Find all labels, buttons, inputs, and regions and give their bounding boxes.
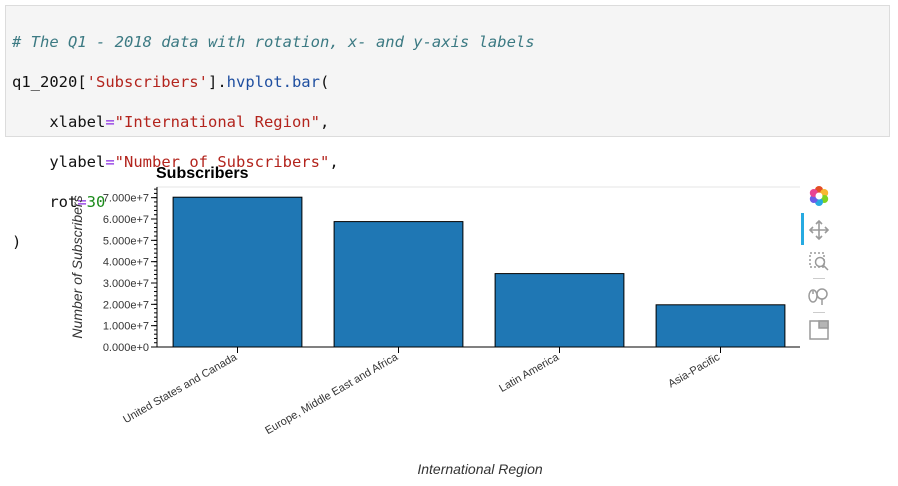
code-ylabel-value: "Number of Subscribers"	[114, 153, 330, 171]
code-comma: ,	[329, 153, 339, 171]
pan-icon[interactable]	[801, 216, 837, 244]
plot-toolbar	[801, 180, 837, 350]
bar[interactable]	[172, 196, 303, 348]
x-tick-label: Latin America	[497, 351, 561, 395]
bar[interactable]	[655, 304, 786, 348]
code-line-rot: rot=30	[12, 192, 889, 212]
code-line-close: )	[12, 232, 889, 252]
code-comment: # The Q1 - 2018 data with rotation, x- a…	[12, 33, 535, 51]
y-tick-label: 4.000e+7	[103, 257, 149, 269]
x-axis-label: International Region	[417, 461, 543, 477]
code-xlabel-value: "International Region"	[114, 113, 320, 131]
code-line-ylabel: ylabel="Number of Subscribers",	[12, 152, 889, 172]
code-line-xlabel: xlabel="International Region",	[12, 112, 889, 132]
code-ylabel-key: ylabel	[49, 153, 106, 171]
code-eq: =	[105, 153, 115, 171]
code-eq: =	[77, 193, 87, 211]
reset-icon[interactable]	[801, 316, 837, 344]
code-key-string: 'Subscribers'	[86, 73, 208, 91]
y-tick-label: 1.000e+7	[103, 321, 149, 333]
toolbar-divider	[813, 312, 825, 313]
bar-chart[interactable]: Subscribers 0.000e+0 1.000e+7 2.000e+7 3.000…	[0, 150, 800, 486]
code-eq: =	[105, 113, 115, 131]
code-line-call: q1_2020['Subscribers'].hvplot.bar(	[12, 72, 889, 92]
code-rot-key: rot	[49, 193, 78, 211]
x-tick-label: Europe, Middle East and Africa	[263, 351, 401, 437]
code-dot: ].	[207, 73, 227, 91]
y-tick-label: 3.000e+7	[103, 278, 149, 290]
y-tick-label: 2.000e+7	[103, 299, 149, 311]
x-tick-label: Asia-Pacific	[666, 351, 722, 390]
code-var: q1_2020[	[12, 73, 87, 91]
y-tick-label: 5.000e+7	[103, 235, 149, 247]
x-tick-label: United States and Canada	[121, 351, 240, 426]
y-tick-label: 6.000e+7	[103, 214, 149, 226]
bokeh-plot[interactable]: Subscribers 0.000e+0 1.000e+7 2.000e+7 3.000…	[0, 150, 898, 486]
code-xlabel-key: xlabel	[49, 113, 106, 131]
y-tick-label: 0.000e+0	[103, 342, 149, 354]
code-comma: ,	[319, 113, 330, 131]
active-tool-indicator	[801, 213, 804, 245]
toolbar-divider	[813, 278, 825, 279]
code-method: hvplot.bar	[226, 73, 320, 91]
y-axis-label: Number of Subscribers	[69, 195, 85, 338]
code-line-comment: # The Q1 - 2018 data with rotation, x- a…	[12, 32, 889, 52]
code-cell[interactable]: # The Q1 - 2018 data with rotation, x- a…	[5, 5, 890, 251]
bar[interactable]	[494, 273, 625, 348]
wheel-zoom-icon[interactable]	[801, 282, 837, 310]
chart-title: Subscribers	[156, 165, 249, 182]
code-rot-value: 30	[86, 193, 106, 211]
bar[interactable]	[333, 221, 464, 348]
box-zoom-icon[interactable]	[801, 248, 837, 276]
code-open-paren: (	[319, 73, 330, 91]
code-close-paren: )	[12, 233, 22, 251]
y-tick-label: 7.000e+7	[103, 193, 149, 205]
bokeh-logo-icon[interactable]	[801, 182, 837, 210]
